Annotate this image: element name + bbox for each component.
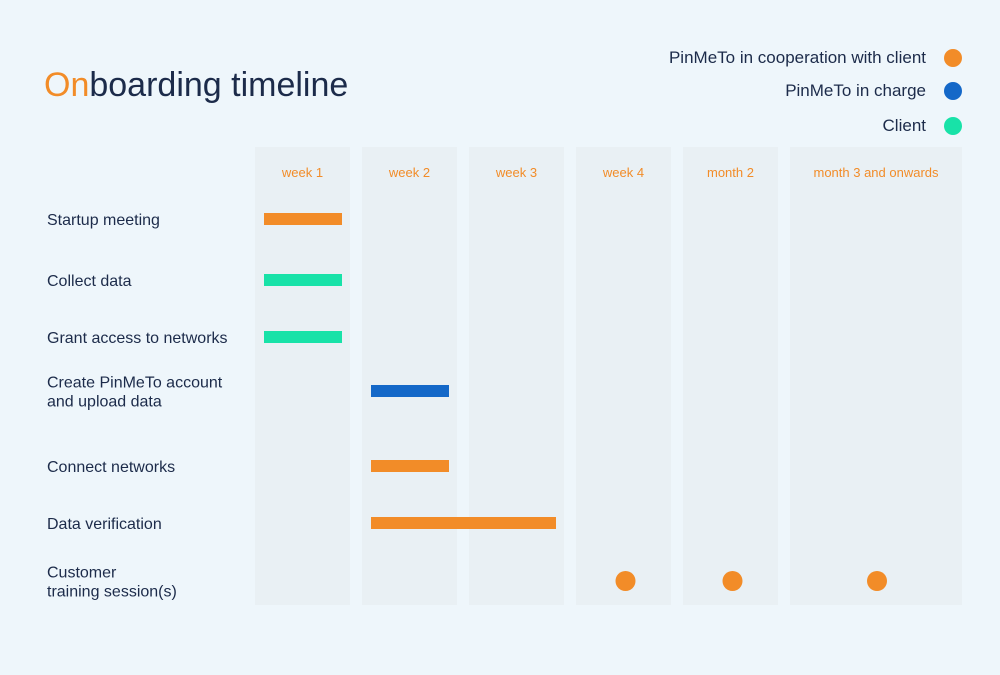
task-bar — [264, 331, 342, 343]
period-label: week 1 — [281, 165, 323, 180]
period-column — [790, 147, 962, 605]
task-label: Startup meeting — [47, 212, 160, 229]
period-label: month 3 and onwards — [813, 165, 939, 180]
task-bar — [264, 213, 342, 225]
period-column — [362, 147, 457, 605]
task-label: Collect data — [47, 273, 132, 290]
task-bar — [371, 517, 556, 529]
period-label: week 2 — [388, 165, 430, 180]
orange-dot-icon — [944, 49, 962, 67]
legend-item-cooperation: PinMeTo in cooperation with client — [669, 47, 962, 69]
period-column — [469, 147, 564, 605]
period-column — [576, 147, 671, 605]
period-label: week 4 — [602, 165, 644, 180]
task-label: training session(s) — [47, 584, 177, 601]
task-label: Grant access to networks — [47, 330, 228, 347]
legend-item-client: Client — [883, 115, 962, 137]
legend-label-client: Client — [882, 116, 926, 135]
title-accent: On — [44, 66, 90, 104]
task-label: Create PinMeTo account — [47, 375, 223, 392]
task-bar — [371, 460, 449, 472]
task-bar — [371, 385, 449, 397]
period-label: week 3 — [495, 165, 537, 180]
task-label: Customer — [47, 565, 117, 582]
blue-dot-icon — [944, 82, 962, 100]
session-dot — [722, 571, 743, 591]
green-dot-icon — [944, 117, 962, 135]
legend-item-pinmeto: PinMeTo in charge — [785, 80, 962, 102]
period-label: month 2 — [707, 165, 754, 180]
task-label: and upload data — [47, 394, 162, 411]
session-dot — [615, 571, 636, 591]
period-column — [683, 147, 778, 605]
task-label: Connect networks — [47, 459, 175, 476]
title-rest: boarding timeline — [89, 66, 349, 104]
legend-label-pinmeto: PinMeTo in charge — [785, 81, 926, 100]
legend-label-cooperation: PinMeTo in cooperation with client — [668, 48, 926, 67]
session-dot — [867, 571, 887, 591]
task-label: Data verification — [47, 516, 162, 533]
page-title: Onboarding timeline — [44, 66, 348, 105]
task-bar — [264, 274, 342, 286]
